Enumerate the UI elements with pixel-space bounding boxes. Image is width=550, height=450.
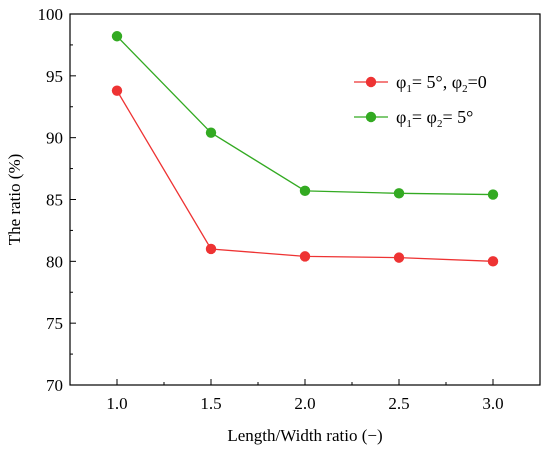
data-point bbox=[393, 188, 405, 199]
data-point bbox=[205, 243, 217, 255]
series-2 bbox=[111, 31, 499, 200]
legend-label: φ1= 5°, φ2=0 bbox=[396, 72, 487, 95]
x-tick-label: 2.0 bbox=[294, 394, 315, 413]
y-tick-label: 95 bbox=[46, 67, 63, 86]
y-axis-label: The ratio (%) bbox=[5, 154, 24, 246]
legend-subscript: 1 bbox=[406, 83, 412, 95]
legend-entry-1: φ1= 5°, φ2=0 bbox=[354, 72, 487, 95]
data-point bbox=[111, 85, 123, 96]
data-point bbox=[299, 185, 311, 197]
x-tick-label: 1.5 bbox=[200, 394, 221, 413]
legend-marker bbox=[365, 111, 377, 123]
legend-subscript: 2 bbox=[437, 118, 443, 130]
legend-text-part: φ bbox=[396, 72, 406, 92]
legend-text-part: =0 bbox=[468, 72, 487, 92]
legend-text-part: = φ bbox=[412, 107, 437, 127]
legend-marker bbox=[365, 76, 377, 88]
data-point bbox=[111, 31, 123, 42]
y-tick-label: 80 bbox=[46, 252, 63, 271]
axes: 70 75 80 85 90 95 100 1.0 1.5 2.0 2.5 3.0 bbox=[38, 5, 541, 413]
x-tick-label: 2.5 bbox=[388, 394, 409, 413]
y-tick-label: 70 bbox=[46, 376, 63, 395]
y-tick-label: 90 bbox=[46, 129, 63, 148]
data-point bbox=[205, 127, 217, 138]
legend-text-part: φ bbox=[396, 107, 406, 127]
legend-entry-2: φ1= φ2= 5° bbox=[354, 107, 473, 130]
data-point bbox=[299, 251, 311, 262]
x-axis-label: Length/Width ratio (−) bbox=[227, 426, 382, 445]
legend: φ1= 5°, φ2=0φ1= φ2= 5° bbox=[354, 72, 487, 130]
y-tick-label: 85 bbox=[46, 191, 63, 210]
data-point bbox=[393, 252, 405, 263]
legend-subscript: 1 bbox=[406, 118, 412, 130]
legend-text-part: = 5° bbox=[442, 107, 473, 127]
x-tick-label: 3.0 bbox=[482, 394, 503, 413]
x-tick-label: 1.0 bbox=[106, 394, 127, 413]
y-tick-label: 100 bbox=[38, 5, 64, 24]
data-point bbox=[487, 189, 499, 200]
series-layer bbox=[111, 31, 499, 267]
plot-frame bbox=[69, 13, 541, 386]
legend-label: φ1= φ2= 5° bbox=[396, 107, 473, 130]
series-1 bbox=[111, 85, 499, 267]
y-tick-label: 75 bbox=[46, 314, 63, 333]
legend-subscript: 2 bbox=[462, 83, 468, 95]
data-point bbox=[487, 256, 499, 267]
legend-text-part: = 5°, φ bbox=[412, 72, 462, 92]
